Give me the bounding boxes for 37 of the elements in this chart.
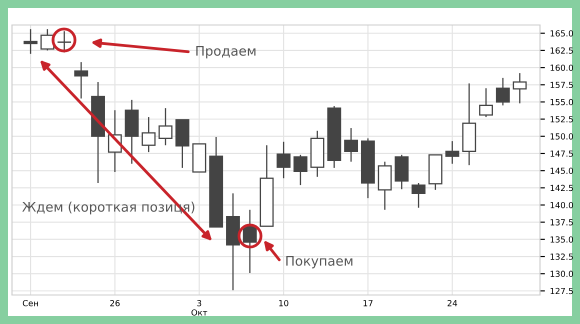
y-tick-label: 127.5 [550,288,573,294]
x-tick-label: Сен [22,300,38,306]
y-tick-label: 160.0 [550,64,574,71]
y-tick-label: 140.0 [550,202,574,208]
candlestick [512,72,527,104]
candlestick [242,209,257,274]
y-tick-label: 162.5 [550,47,573,54]
y-tick-label: 130.0 [550,270,574,277]
candlestick [276,141,291,179]
y-tick-label: 152.5 [550,116,573,122]
x-tick-label: 10 [279,300,288,306]
candlestick [344,127,358,162]
x-tick-label: 26 [110,300,120,306]
y-tick-label: 135.0 [550,236,574,243]
candlestick [479,88,493,118]
candlestick [24,28,38,54]
x-tick-label: 17 [364,300,373,306]
annotation: Продаем [196,46,256,58]
y-tick-label: 157.5 [550,82,573,88]
candlestick [294,154,308,186]
candlestick [158,108,172,146]
y-tick-label: 147.5 [550,150,573,157]
candlestick [74,61,88,100]
candlestick [445,140,460,164]
candlestick [496,77,510,106]
y-tick-label: 165.0 [550,30,574,37]
y-tick-label: 145.0 [550,168,574,174]
y-tick-label: 137.5 [550,219,573,226]
x-tick-label: 24 [448,300,458,306]
candlestick [412,182,426,208]
x-tick-label: 3 Окт [191,300,208,316]
y-tick-label: 150.0 [550,133,574,140]
candlestick [142,116,156,153]
y-tick-label: 132.5 [550,254,573,260]
y-tick-label: 155.0 [550,98,574,106]
annotation: Покупаем [286,256,352,268]
y-tick-label: 142.5 [550,184,573,192]
